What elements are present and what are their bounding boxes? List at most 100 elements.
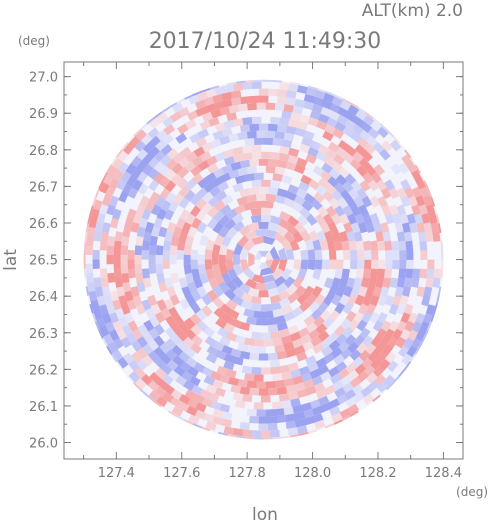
radar-cell (373, 163, 386, 176)
radar-cell (201, 397, 213, 408)
radar-cell (251, 144, 262, 153)
radar-cell (121, 324, 133, 337)
radar-cell (243, 308, 255, 318)
radar-cell (292, 230, 304, 243)
radar-cell (96, 212, 106, 224)
radar-cell (308, 178, 321, 191)
radar-cell (186, 398, 199, 409)
radar-cell (389, 139, 402, 152)
radar-cell (339, 213, 350, 225)
radar-cell (134, 140, 147, 152)
radar-cell (361, 150, 374, 162)
radar-cell (184, 160, 197, 173)
radar-cell (211, 243, 221, 256)
radar-cell (231, 295, 244, 307)
radar-cell (313, 316, 326, 328)
radar-cell (303, 315, 316, 327)
radar-cell (270, 215, 282, 225)
radar-cell (303, 379, 315, 390)
radar-cell (330, 347, 343, 359)
radar-cell (258, 290, 269, 298)
radar-cell (345, 310, 357, 323)
radar-cell (318, 395, 330, 406)
radar-cell (294, 127, 306, 137)
radar-cell (407, 312, 418, 324)
radar-cell (201, 305, 213, 318)
radar-cell (232, 146, 244, 156)
radar-cell (309, 110, 322, 121)
radar-cell (94, 286, 104, 297)
radar-cell (148, 315, 160, 328)
radar-cell (183, 419, 194, 425)
radar-cell (95, 316, 106, 329)
radar-cell (248, 186, 260, 195)
radar-cell (384, 295, 395, 307)
radar-cell (166, 221, 177, 234)
radar-cell (186, 110, 199, 121)
radar-cell (430, 222, 440, 233)
radar-cell (285, 248, 295, 260)
radar-cell (236, 80, 246, 84)
radar-cell (423, 286, 433, 298)
radar-cell (183, 244, 192, 256)
radar-cell (270, 330, 281, 340)
radar-cell (333, 153, 346, 166)
radar-cell (369, 295, 380, 307)
radar-cell (94, 188, 101, 198)
radar-cell (267, 387, 278, 396)
radar-cell (126, 174, 138, 187)
radar-cell (162, 259, 170, 270)
radar-cell (177, 401, 190, 413)
radar-cell (242, 268, 255, 281)
radar-cell (335, 146, 348, 159)
radar-cell (355, 109, 368, 121)
radar-cell (321, 162, 334, 174)
radar-cell (132, 294, 143, 307)
radar-cell (296, 214, 309, 227)
radar-cell (209, 185, 222, 198)
radar-cell (299, 300, 312, 313)
radar-cell (358, 157, 371, 170)
radar-cell (160, 143, 173, 156)
radar-cell (423, 329, 429, 340)
radar-cell (329, 102, 342, 114)
radar-cell (191, 334, 204, 347)
radar-cell (132, 178, 143, 191)
radar-cell (285, 190, 298, 202)
radar-cell (338, 166, 350, 179)
radar-cell (314, 213, 326, 226)
radar-cell (292, 375, 304, 385)
radar-cell (307, 259, 316, 271)
radar-cell (312, 103, 324, 114)
radar-cell (294, 98, 306, 108)
radar-cell (265, 317, 277, 326)
radar-cell (382, 231, 392, 242)
radar-cell (221, 272, 232, 285)
radar-cell (339, 408, 352, 420)
radar-cell (101, 286, 111, 297)
radar-cell (242, 81, 253, 90)
radar-cell (85, 263, 94, 274)
radar-cell (311, 375, 324, 386)
radar-cell (218, 374, 231, 384)
radar-cell (219, 172, 231, 183)
radar-cell (223, 360, 235, 371)
radar-cell (331, 230, 342, 242)
radar-cell (192, 393, 205, 404)
radar-cell (170, 334, 183, 346)
radar-cell (218, 254, 226, 265)
radar-cell (242, 394, 253, 403)
radar-cell (402, 222, 411, 234)
radar-cell (324, 423, 335, 429)
radar-cell (276, 225, 289, 237)
radar-cell (83, 259, 86, 269)
radar-cell (88, 290, 98, 302)
radar-cell (312, 268, 322, 280)
radar-cell (400, 312, 411, 324)
radar-cell (131, 167, 143, 179)
radar-cell (144, 307, 156, 320)
radar-cell (415, 329, 426, 342)
radar-cell (331, 412, 343, 424)
radar-cell (155, 378, 168, 390)
radar-cell (415, 312, 426, 325)
